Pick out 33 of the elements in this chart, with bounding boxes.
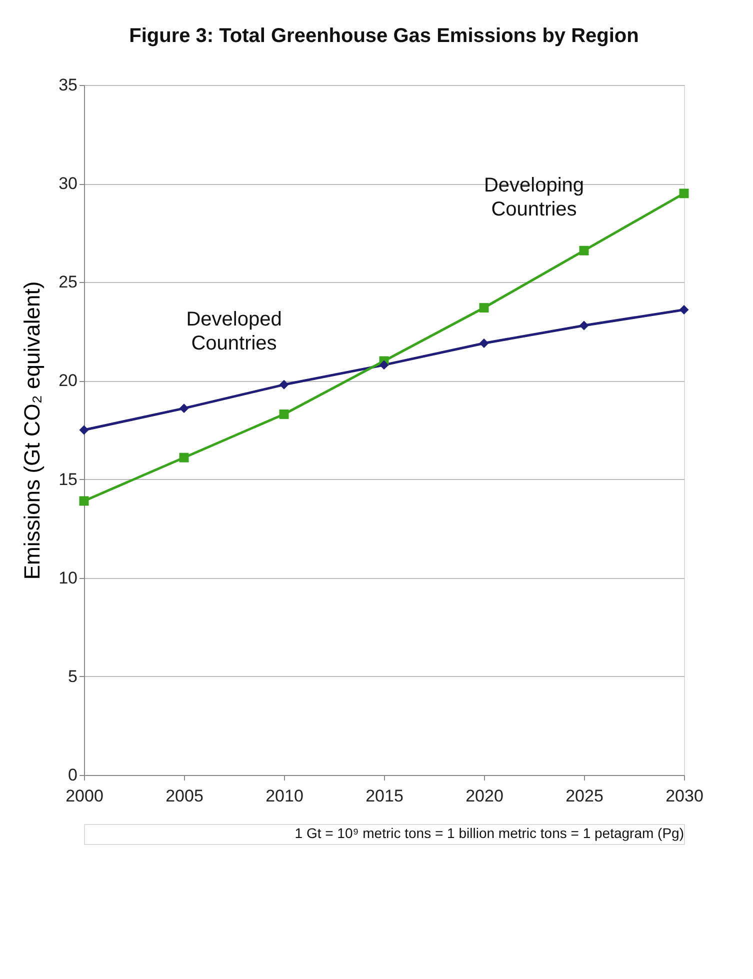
y-tick-label: 0 bbox=[68, 766, 78, 784]
y-tick-label: 35 bbox=[58, 76, 78, 94]
point bbox=[79, 496, 89, 506]
x-tick-label: 2030 bbox=[666, 786, 704, 806]
series-label: Developing Countries bbox=[484, 174, 584, 221]
y-tick-label: 15 bbox=[58, 470, 78, 489]
point bbox=[179, 452, 189, 462]
x-tick-label: 2000 bbox=[66, 786, 104, 806]
y-tick-label: 5 bbox=[68, 666, 78, 686]
x-tick-label: 2020 bbox=[466, 786, 504, 806]
y-tick-label: 20 bbox=[58, 371, 78, 390]
chart-title: Figure 3: Total Greenhouse Gas Emissions by Region bbox=[129, 25, 639, 47]
point bbox=[679, 305, 689, 314]
point bbox=[679, 188, 689, 198]
x-tick-label: 2010 bbox=[266, 786, 304, 806]
x-tick-label: 2015 bbox=[366, 786, 404, 806]
y-axis-title: Emissions (Gt CO₂ equivalent) bbox=[20, 281, 45, 580]
x-tick-label: 2005 bbox=[166, 786, 204, 806]
text: 1 Gt = 10⁹ metric tons = 1 billion metric tons = 1 petagram (Pg) bbox=[294, 825, 684, 841]
y-tick-label: 10 bbox=[58, 568, 78, 588]
point bbox=[479, 303, 489, 313]
y-tick-label: 30 bbox=[58, 174, 78, 194]
point bbox=[179, 404, 189, 414]
y-tick-label: 25 bbox=[58, 272, 78, 292]
point bbox=[79, 425, 89, 435]
point bbox=[279, 409, 289, 419]
point bbox=[479, 338, 489, 348]
point bbox=[579, 320, 589, 330]
point bbox=[579, 246, 589, 256]
point bbox=[379, 360, 389, 370]
x-tick-label: 2025 bbox=[566, 786, 604, 806]
series-label: Developed Countries bbox=[186, 308, 282, 355]
point bbox=[279, 380, 289, 390]
